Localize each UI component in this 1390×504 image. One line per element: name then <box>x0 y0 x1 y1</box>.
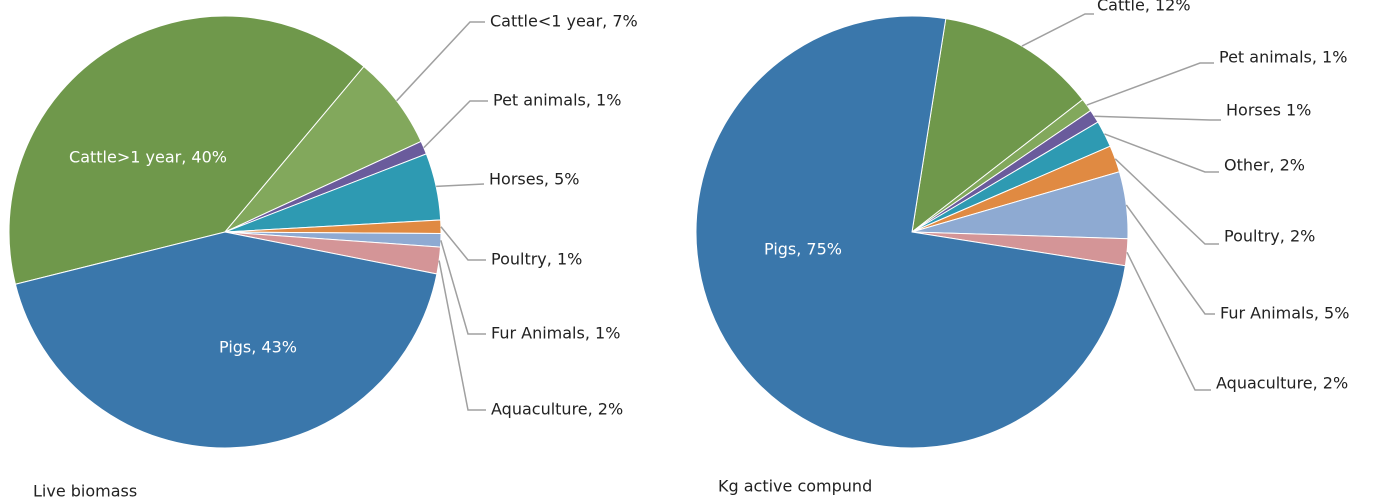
pie-slice <box>14 231 438 449</box>
slice-label: Cattle>1 year, 40% <box>69 148 227 167</box>
leader-line <box>396 21 485 102</box>
slice-label: Aquaculture, 2% <box>1216 374 1348 393</box>
leader-line <box>1104 133 1219 173</box>
chart-caption: Kg active compund <box>718 477 872 496</box>
pie-slice <box>8 15 365 285</box>
leader-line <box>1021 13 1094 47</box>
slice-label: Horses, 5% <box>489 170 579 189</box>
leader-line <box>436 183 485 188</box>
pie-slice <box>695 15 1126 449</box>
slice-label: Other, 2% <box>1224 156 1305 175</box>
slice-label: Cattle, 12% <box>1097 0 1191 15</box>
slice-label: Cattle<1 year, 7% <box>490 12 638 31</box>
slice-label: Poultry, 1% <box>491 250 582 269</box>
pie-slice <box>911 18 1084 234</box>
slice-label: Aquaculture, 2% <box>491 400 623 419</box>
leader-line <box>1125 204 1215 315</box>
leader-line <box>1126 251 1211 391</box>
leader-line <box>1086 62 1214 106</box>
leader-line <box>438 260 486 411</box>
slice-label: Pigs, 75% <box>764 240 842 259</box>
leader-line <box>423 100 488 149</box>
leader-line <box>440 240 486 335</box>
slice-label: Pet animals, 1% <box>493 91 621 110</box>
slice-label: Pet animals, 1% <box>1219 48 1347 67</box>
chart-caption: Live biomass <box>33 482 137 501</box>
slice-label: Horses 1% <box>1226 101 1311 120</box>
leader-line <box>1114 158 1219 245</box>
slice-label: Poultry, 2% <box>1224 227 1315 246</box>
leader-line <box>1094 115 1221 121</box>
leader-line <box>440 226 486 261</box>
slice-label: Fur Animals, 5% <box>1220 304 1349 323</box>
slice-label: Fur Animals, 1% <box>491 324 620 343</box>
slice-label: Pigs, 43% <box>219 338 297 357</box>
